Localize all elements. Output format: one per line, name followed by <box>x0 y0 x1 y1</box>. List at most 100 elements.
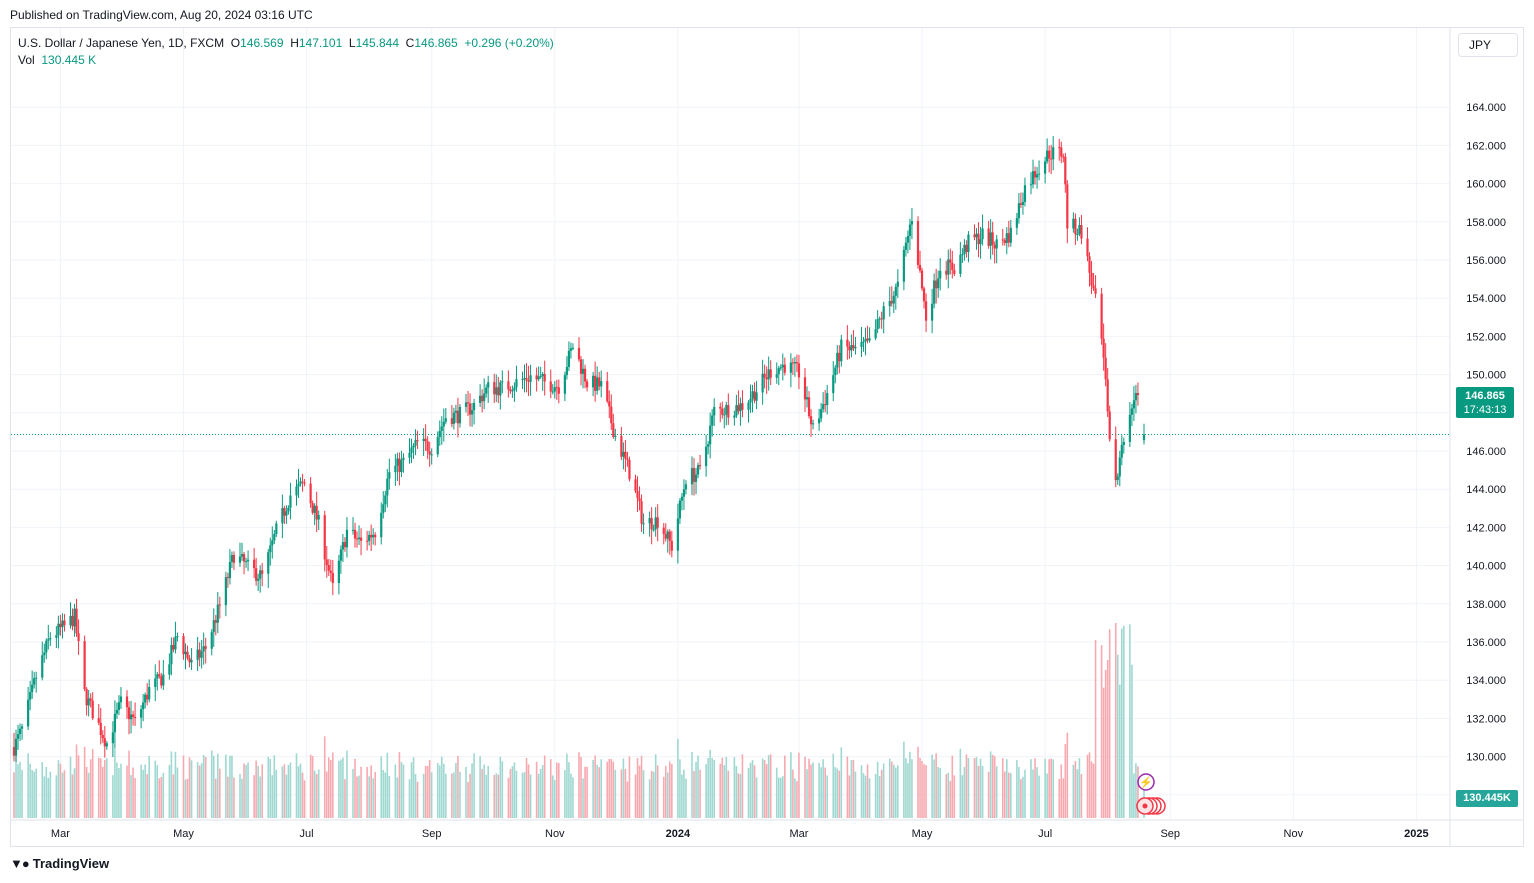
volume-bar <box>594 755 596 818</box>
candle-body <box>402 457 405 460</box>
volume-bars <box>13 623 1145 818</box>
volume-bar <box>767 755 770 818</box>
bar-countdown: 17:43:13 <box>1463 404 1507 416</box>
volume-bar <box>45 767 48 818</box>
volume-bar <box>812 762 814 818</box>
candle-body <box>253 559 256 569</box>
volume-bar <box>481 769 483 818</box>
candle-body <box>57 623 60 636</box>
volume-bar <box>882 763 885 818</box>
candle-body <box>27 699 30 727</box>
volume-bar <box>959 748 962 818</box>
candle-body <box>242 554 246 562</box>
candle-body <box>662 527 665 534</box>
volume-bar <box>897 765 899 818</box>
candle-body <box>117 702 121 711</box>
volume-bar <box>566 753 568 818</box>
volume-bar <box>440 756 443 818</box>
candle-body <box>583 368 587 382</box>
volume-bar <box>967 758 970 818</box>
candle-body <box>144 694 147 703</box>
symbol-title[interactable]: U.S. Dollar / Japanese Yen, 1D, FXCM <box>18 36 225 50</box>
candle-body <box>162 674 165 686</box>
candle-body <box>894 286 897 296</box>
volume-bar <box>890 761 893 818</box>
candle-body <box>202 646 205 652</box>
volume-bar <box>685 778 687 818</box>
candle-body <box>755 392 758 401</box>
candle-body <box>49 637 52 640</box>
volume-bar <box>416 781 419 818</box>
volume-bar <box>1058 778 1061 818</box>
volume-bar <box>725 756 728 818</box>
volume-bar <box>485 774 487 818</box>
candle-body <box>751 391 754 399</box>
volume-bar <box>1108 629 1111 818</box>
volume-bar <box>739 774 742 818</box>
volume-bar <box>227 776 229 818</box>
volume-bar <box>727 770 730 818</box>
candle-body <box>69 615 72 626</box>
candle-body <box>497 387 500 396</box>
candle-body <box>824 404 827 406</box>
volume-bar <box>184 779 187 818</box>
volume-bar <box>281 766 284 818</box>
volume-bar <box>182 755 185 818</box>
candle-body <box>1086 238 1089 257</box>
candle-body <box>822 404 825 410</box>
volume-bar <box>1036 767 1038 818</box>
volume-bar <box>495 773 498 818</box>
volume-bar <box>89 759 92 818</box>
candle-body <box>355 538 359 540</box>
candle-body <box>1062 156 1065 158</box>
volume-bar <box>87 772 90 818</box>
volume-bar <box>568 762 570 818</box>
candle-body <box>585 381 589 388</box>
volume-bar <box>382 770 385 818</box>
volume-bar <box>763 760 766 818</box>
volume-bar <box>551 775 554 818</box>
currency-button[interactable]: JPY <box>1458 33 1518 57</box>
candle-body <box>148 687 151 700</box>
volume-bar <box>315 774 318 818</box>
volume-bar <box>27 753 29 818</box>
candle-body <box>295 486 298 496</box>
volume-bar <box>862 773 865 818</box>
volume-bar <box>888 758 891 818</box>
volume-bar <box>71 774 74 818</box>
volume-bar <box>386 752 389 818</box>
volume-bar <box>580 756 582 818</box>
volume-bar <box>311 756 314 818</box>
time-tick-label: May <box>912 828 933 840</box>
volume-bar <box>134 777 136 818</box>
volume-bar <box>961 775 964 818</box>
candle-body <box>640 501 643 524</box>
candle-body <box>125 696 129 708</box>
volume-bar <box>790 752 792 818</box>
grid <box>11 28 1523 846</box>
candle-body <box>1108 411 1111 440</box>
volume-bar <box>410 762 413 818</box>
candle-body <box>470 410 474 415</box>
volume-bar <box>114 747 116 818</box>
candle-body <box>273 533 276 541</box>
candle-body <box>311 503 314 513</box>
candle-body <box>807 397 811 417</box>
candle-body <box>414 440 417 446</box>
volume-bar <box>340 759 342 818</box>
volume-bar <box>610 759 613 818</box>
volume-bar <box>202 755 205 818</box>
volume-bar <box>1131 664 1133 818</box>
volume-bar <box>995 766 998 818</box>
volume-bar <box>1088 752 1091 818</box>
candle-body <box>513 387 516 391</box>
volume-bar <box>332 752 334 818</box>
candle-body <box>767 369 770 380</box>
volume-bar <box>638 765 641 818</box>
volume-bar <box>822 759 824 818</box>
candle-body <box>146 694 149 700</box>
volume-tag: 130.445K <box>1456 790 1518 807</box>
candle-body <box>737 405 740 412</box>
volume-bar <box>156 765 159 818</box>
